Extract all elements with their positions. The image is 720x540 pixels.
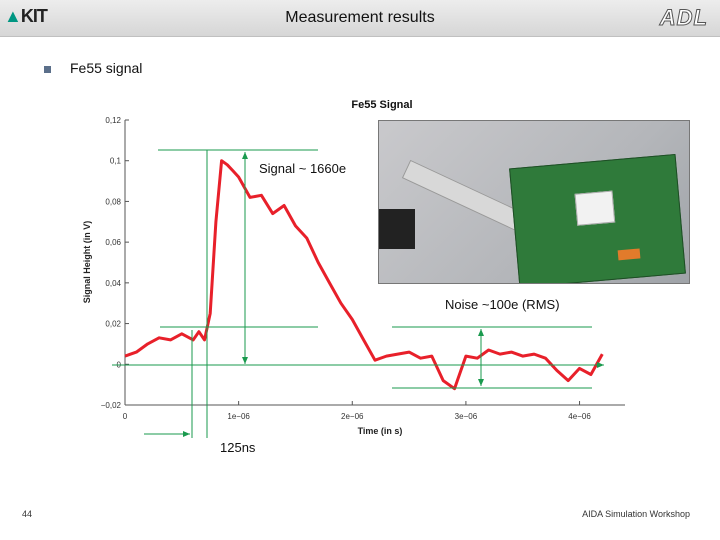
y-tick-label: 0,02 [105,320,121,329]
orange-connector [617,248,641,261]
bullet-text: Fe55 signal [70,60,143,76]
y-tick-label: 0,12 [105,116,121,125]
x-tick-label: 2e−06 [341,412,364,421]
axis-x-label: Time (in s) [358,426,403,436]
signal-series-line [124,159,604,391]
sensor-chip [574,190,616,226]
y-tick-label: −0,02 [101,401,122,410]
rise-arrowhead [183,431,190,437]
y-tick-label: 0,08 [105,197,121,206]
connector-block [379,209,415,249]
chart-title: Fe55 Signal [351,99,412,111]
bullet-square-icon [44,66,51,73]
x-tick-label: 1e−06 [227,412,250,421]
x-tick-label: 0 [123,412,128,421]
y-tick-label: 0,1 [110,157,122,166]
signal-arrowhead-down [242,357,248,364]
noise-arrowhead-up [478,329,484,336]
noise-arrowhead-down [478,379,484,386]
baseline-arrowhead [597,362,604,368]
signal-annotation: Signal ~ 1660e [259,161,346,176]
adl-logo: ADL [659,5,708,31]
slide-title: Measurement results [285,9,435,26]
signal-arrowhead-up [242,152,248,159]
readout-board [509,153,686,283]
rise-time-annotation: 125ns [220,440,256,455]
detector-setup-photo [378,120,690,284]
axis-y-label: Signal Height (in V) [82,221,92,304]
slide-header: ▲KIT Measurement results ADL [0,0,720,37]
x-tick-label: 3e−06 [455,412,478,421]
page-number: 44 [22,509,33,519]
y-tick-label: 0,06 [105,238,121,247]
footer-text: AIDA Simulation Workshop [582,509,690,519]
kit-logo: ▲KIT [4,6,48,26]
y-tick-label: 0,04 [105,279,121,288]
x-tick-label: 4e−06 [568,412,591,421]
noise-annotation: Noise ~100e (RMS) [445,297,560,312]
